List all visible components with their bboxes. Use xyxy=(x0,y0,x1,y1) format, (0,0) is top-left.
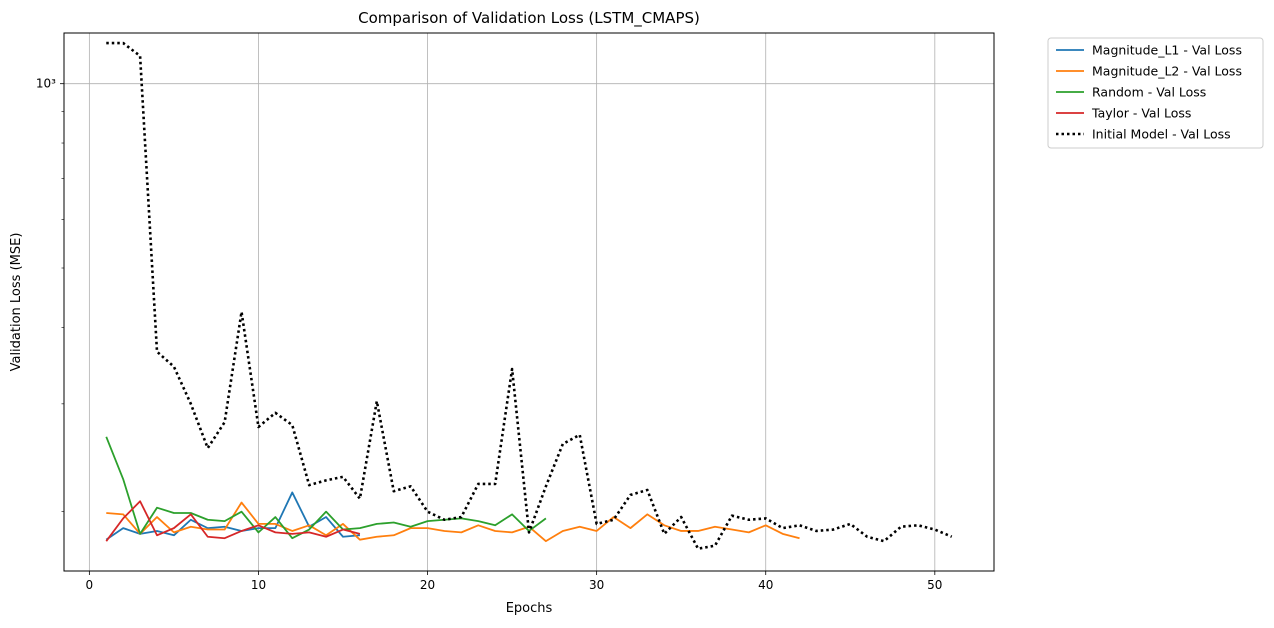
legend-label: Magnitude_L1 - Val Loss xyxy=(1092,43,1242,58)
legend: Magnitude_L1 - Val Loss Magnitude_L2 - Va… xyxy=(1047,37,1264,149)
grid xyxy=(64,33,994,571)
series-line-3 xyxy=(105,436,547,540)
series-line-4 xyxy=(105,500,361,542)
chart-title: Comparison of Validation Loss (LSTM_CMAP… xyxy=(358,9,700,28)
x-axis-label: Epochs xyxy=(506,601,553,616)
legend-label: Magnitude_L2 - Val Loss xyxy=(1092,64,1242,79)
x-tick-label: 30 xyxy=(589,578,604,592)
series-line-5 xyxy=(106,41,953,550)
y-axis-label: Validation Loss (MSE) xyxy=(9,233,24,372)
legend-frame xyxy=(1047,37,1264,149)
plot-frame xyxy=(63,32,995,572)
legend-label: Random - Val Loss xyxy=(1092,85,1206,100)
series-line-2 xyxy=(106,501,800,543)
legend-label: Initial Model - Val Loss xyxy=(1092,127,1231,142)
x-tick-label: 10 xyxy=(251,578,266,592)
x-tick-label: 20 xyxy=(420,578,435,592)
x-tick-label: 40 xyxy=(758,578,773,592)
series-layer xyxy=(105,41,953,550)
legend-entries: Magnitude_L1 - Val Loss Magnitude_L2 - Va… xyxy=(1056,43,1242,142)
x-tick-label: 0 xyxy=(86,578,94,592)
axis-ticks: 0 10 20 30 40 50 10³ xyxy=(36,77,943,592)
x-tick-label: 50 xyxy=(927,578,942,592)
legend-label: Taylor - Val Loss xyxy=(1091,106,1191,121)
y-tick-label: 10³ xyxy=(36,77,56,91)
